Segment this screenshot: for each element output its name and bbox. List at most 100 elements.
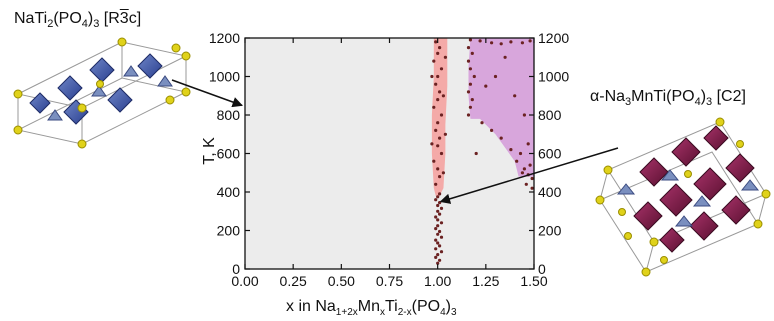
y-tick-right-label-6: 1200	[538, 30, 569, 46]
data-point-0-75	[530, 176, 534, 181]
x-tick-label-0: 0.00	[231, 273, 258, 289]
data-point-0-32	[438, 90, 442, 94]
data-point-0-40	[439, 151, 444, 156]
data-point-0-27	[436, 51, 440, 56]
data-point-0-81	[522, 113, 527, 117]
data-point-0-70	[499, 136, 503, 140]
phase-region-2	[468, 38, 534, 177]
data-point-0-11	[438, 229, 442, 234]
y-tick-right-label-5: 1000	[538, 69, 569, 85]
data-point-0-47	[443, 132, 447, 136]
data-point-0-2	[434, 255, 438, 259]
data-point-0-41	[432, 159, 436, 163]
y-tick-label-0: 0	[232, 261, 240, 277]
data-point-0-49	[430, 74, 434, 79]
data-point-0-3	[436, 253, 440, 257]
data-point-0-76	[522, 167, 527, 171]
left-structure-arrow	[171, 79, 243, 108]
data-point-0-87	[524, 182, 528, 186]
data-point-0-6	[438, 244, 442, 248]
data-point-0-77	[528, 163, 532, 167]
data-point-0-46	[441, 94, 445, 98]
data-point-0-34	[432, 105, 436, 109]
left-crystal-structure-image	[13, 37, 191, 149]
data-point-0-13	[436, 224, 440, 228]
data-point-0-60	[468, 105, 472, 109]
y-tick-label-1: 200	[217, 223, 241, 239]
data-point-0-26	[438, 46, 442, 50]
right-structure-label: α-Na3MnTi(PO4)3 [C2]	[590, 88, 746, 109]
data-point-0-43	[438, 175, 442, 179]
data-point-0-62	[478, 39, 482, 43]
data-point-0-19	[439, 206, 444, 210]
x-tick-label-3: 0.75	[376, 273, 403, 289]
data-point-0-66	[520, 41, 525, 45]
data-point-0-65	[509, 40, 513, 44]
data-point-0-58	[466, 90, 471, 94]
y-tick-label-2: 400	[217, 184, 241, 200]
data-point-0-0	[436, 261, 440, 265]
x-tick-label-1: 0.25	[280, 273, 307, 289]
data-point-0-50	[430, 142, 434, 146]
data-point-0-9	[439, 235, 444, 239]
y-tick-label-4: 800	[217, 107, 241, 123]
data-point-0-10	[436, 232, 440, 236]
data-point-0-55	[468, 67, 472, 71]
data-point-0-44	[434, 182, 438, 186]
data-point-0-82	[484, 84, 488, 88]
data-point-0-7	[436, 241, 440, 245]
data-point-0-63	[490, 41, 494, 45]
data-point-0-30	[436, 74, 440, 79]
data-point-0-39	[436, 144, 440, 148]
x-tick-label-2: 0.50	[328, 273, 355, 289]
plot-area: 0.00 0.25 0.50 0.75 1.00 1.25 1.50020040060080…	[171, 30, 619, 289]
data-point-0-38	[438, 136, 442, 140]
data-point-0-23	[436, 195, 440, 199]
data-point-0-84	[518, 151, 523, 156]
data-point-0-14	[439, 221, 444, 225]
data-point-0-67	[528, 39, 532, 43]
data-point-0-15	[436, 218, 440, 222]
data-point-0-61	[466, 113, 471, 117]
y-tick-label-3: 600	[217, 146, 241, 162]
data-point-0-64	[499, 42, 503, 46]
data-point-0-48	[441, 171, 445, 175]
data-point-0-35	[439, 113, 444, 117]
y-tick-right-label-1: 200	[538, 223, 562, 239]
data-point-0-73	[520, 171, 525, 175]
data-point-0-24	[438, 192, 442, 196]
data-point-0-69	[490, 128, 494, 132]
data-point-0-5	[434, 247, 438, 251]
data-point-0-12	[434, 227, 438, 231]
data-point-0-22	[434, 198, 438, 202]
y-tick-right-label-3: 600	[538, 146, 562, 162]
data-point-0-80	[503, 55, 507, 59]
data-point-0-59	[470, 98, 474, 102]
right-crystal-structure-image	[595, 117, 771, 277]
y-tick-right-label-0: 0	[538, 261, 546, 277]
data-point-0-54	[466, 59, 471, 63]
data-point-0-18	[436, 209, 440, 213]
data-point-0-72	[515, 159, 519, 163]
data-point-0-42	[436, 167, 440, 171]
data-point-0-8	[434, 238, 438, 242]
y-tick-label-6: 1200	[209, 30, 240, 46]
data-point-0-83	[526, 142, 530, 146]
data-point-0-29	[439, 67, 444, 71]
x-tick-label-6: 1.50	[520, 273, 547, 289]
data-point-0-85	[474, 151, 478, 156]
x-tick-label-4: 1.00	[424, 273, 451, 289]
data-point-0-79	[513, 94, 517, 98]
data-point-0-1	[438, 258, 442, 262]
y-tick-right-label-2: 400	[538, 184, 562, 200]
data-point-0-53	[470, 51, 474, 56]
data-point-0-37	[434, 128, 438, 132]
data-point-0-78	[493, 74, 498, 79]
data-point-0-56	[472, 74, 476, 79]
data-point-0-16	[434, 215, 438, 219]
x-tick-label-5: 1.25	[472, 273, 499, 289]
data-point-0-57	[468, 82, 472, 86]
data-point-0-51	[468, 38, 472, 42]
